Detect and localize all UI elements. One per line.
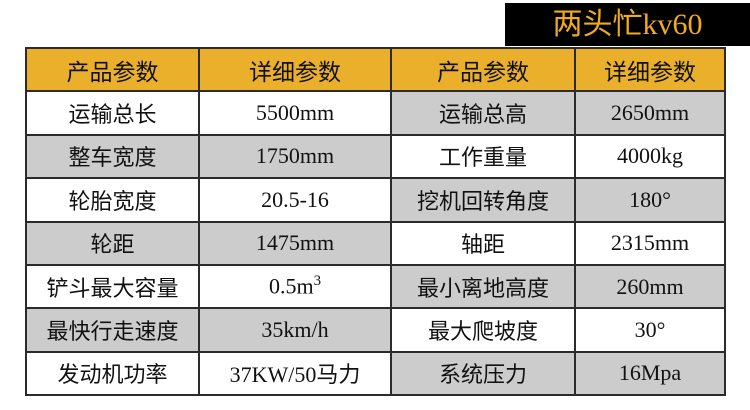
cell-right-label: 最小离地高度 [390,263,576,310]
cell-right-value: 180° [574,177,726,223]
cell-left-label: 轮距 [25,220,200,266]
cell-right-label: 最大爬坡度 [390,307,576,353]
cell-left-label: 整车宽度 [25,133,200,180]
table-row: 轮距 1475mm 轴距 2315mm [25,220,726,266]
cell-right-value: 2315mm [574,220,726,266]
cell-left-label: 发动机功率 [25,350,200,397]
cell-right-value: 16Mpa [574,350,726,397]
cell-left-label: 铲斗最大容量 [25,263,200,310]
table-row: 运输总长 5500mm 运输总高 2650mm [25,90,726,136]
product-title-banner: 两头忙kv60 [505,3,750,46]
cell-right-label: 系统压力 [390,350,576,397]
cell-right-label: 挖机回转角度 [390,177,576,223]
table-row: 铲斗最大容量 0.5m3 最小离地高度 260mm [25,263,726,310]
table-row: 最快行走速度 35km/h 最大爬坡度 30° [25,307,726,353]
header-right-label: 产品参数 [390,46,576,93]
table-row: 轮胎宽度 20.5-16 挖机回转角度 180° [25,177,726,223]
cell-left-value: 5500mm [198,90,392,136]
cell-right-value: 260mm [574,263,726,310]
cell-right-value: 30° [574,307,726,353]
cell-left-label: 运输总长 [25,90,200,136]
table-body: 运输总长 5500mm 运输总高 2650mm 整车宽度 1750mm 工作重量 4000kg… [25,90,726,397]
table-header: 产品参数 详细参数 产品参数 详细参数 [25,46,726,93]
cell-right-label: 轴距 [390,220,576,266]
table-row: 整车宽度 1750mm 工作重量 4000kg [25,133,726,180]
product-title-text: 两头忙kv60 [552,7,703,41]
header-row: 产品参数 详细参数 产品参数 详细参数 [25,46,726,93]
table-row: 发动机功率 37KW/50马力 系统压力 16Mpa [25,350,726,397]
cell-left-label: 轮胎宽度 [25,177,200,223]
cell-left-value: 1750mm [198,133,392,180]
header-right-value: 详细参数 [574,46,726,93]
header-left-value: 详细参数 [198,46,392,93]
specification-table: 产品参数 详细参数 产品参数 详细参数 运输总长 5500mm 运输总高 2650mm… [25,46,726,397]
cell-left-value: 20.5-16 [198,177,392,223]
header-left-label: 产品参数 [25,46,200,93]
cell-right-value: 2650mm [574,90,726,136]
cell-left-value: 0.5m3 [198,263,392,310]
cell-left-value: 1475mm [198,220,392,266]
cell-left-label: 最快行走速度 [25,307,200,353]
cell-right-value: 4000kg [574,133,726,180]
cell-left-value: 35km/h [198,307,392,353]
cell-right-label: 运输总高 [390,90,576,136]
cell-right-label: 工作重量 [390,133,576,180]
cell-left-value: 37KW/50马力 [198,350,392,397]
